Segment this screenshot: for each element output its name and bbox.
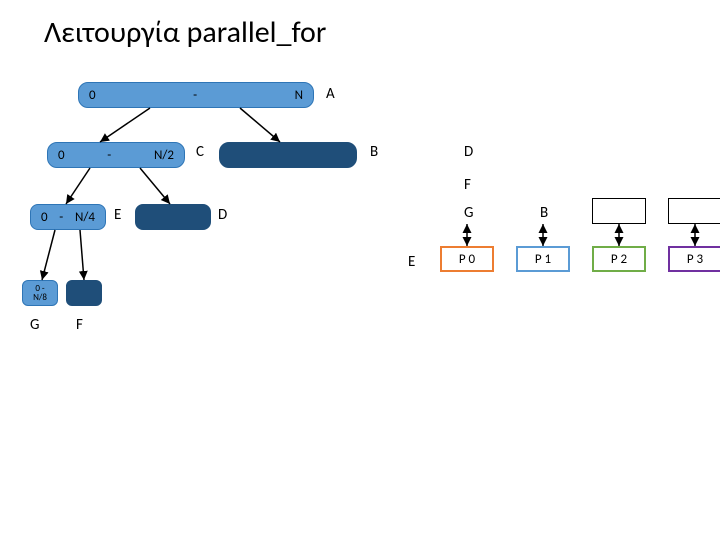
page-title: Λειτουργία parallel_for bbox=[44, 14, 326, 51]
tree-label-B: C bbox=[196, 143, 204, 161]
right-label-B: B bbox=[540, 204, 548, 222]
tree-node-text: 0 bbox=[41, 210, 48, 225]
right-label-F: F bbox=[464, 176, 471, 194]
tree-node-text: 0 bbox=[58, 148, 65, 163]
processor-box: P 1 bbox=[516, 246, 570, 272]
processor-box: P 3 bbox=[668, 246, 720, 272]
tree-node-D: 0 - N/8 bbox=[22, 280, 58, 306]
tree-label-D: G bbox=[30, 316, 39, 334]
processor-box: P 2 bbox=[592, 246, 646, 272]
tree-node-B2 bbox=[219, 142, 357, 168]
tree-node-C2 bbox=[135, 204, 211, 230]
tree-node-text: - bbox=[59, 210, 63, 225]
tree-node-text: N/4 bbox=[75, 210, 95, 225]
tree-node-D2 bbox=[66, 280, 102, 306]
tree-node-C: 0-N/4 bbox=[30, 204, 106, 230]
tree-node-text: 0 bbox=[89, 88, 96, 103]
tree-node-text: - bbox=[107, 148, 111, 163]
right-label-D: D bbox=[464, 143, 473, 161]
tree-label-B2: B bbox=[370, 143, 378, 161]
tree-node-text: - bbox=[193, 88, 197, 103]
right-label-G: G bbox=[464, 204, 473, 222]
empty-slot bbox=[668, 198, 720, 224]
tree-node-text: N bbox=[295, 88, 303, 103]
processor-box: P 0 bbox=[440, 246, 494, 272]
tree-node-A: 0 - N bbox=[78, 82, 314, 108]
tree-label-C: E bbox=[114, 206, 121, 224]
empty-slot bbox=[592, 198, 646, 224]
tree-label-A: A bbox=[326, 85, 335, 103]
tree-node-B: 0 - N/2 bbox=[47, 142, 185, 168]
tree-node-text: N/2 bbox=[154, 148, 174, 163]
right-label-E: E bbox=[408, 253, 415, 271]
tree-label-C2: D bbox=[218, 206, 227, 224]
tree-label-D2: F bbox=[76, 316, 83, 334]
